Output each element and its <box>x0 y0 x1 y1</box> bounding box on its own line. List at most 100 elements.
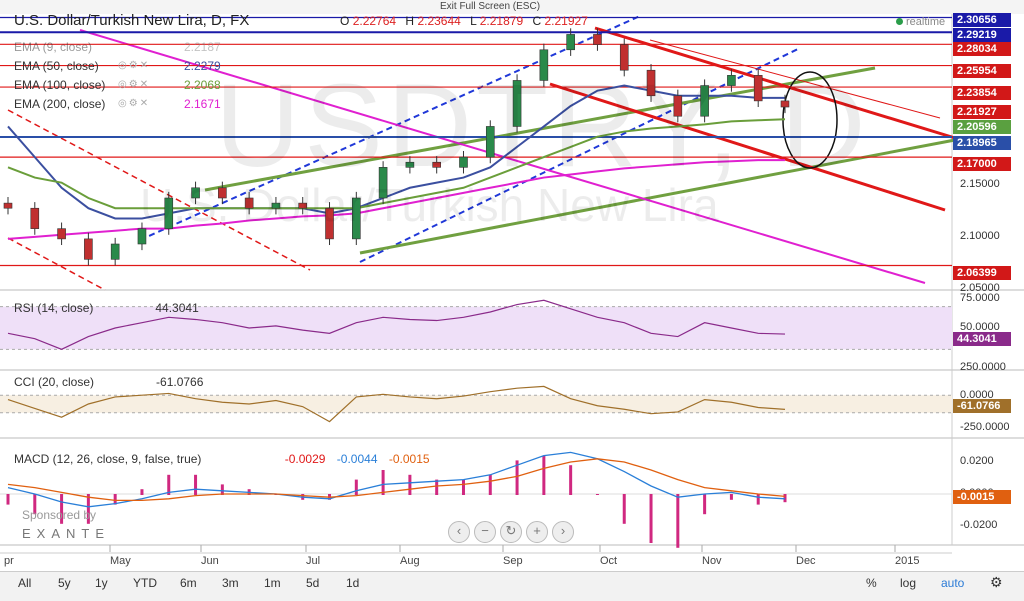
macd-histogram-bar <box>220 484 224 495</box>
x-tick: 2015 <box>895 555 920 567</box>
timeframe-all[interactable]: All <box>18 576 32 590</box>
indicator-ema9[interactable]: EMA (9, close) 2.2187 <box>14 40 221 54</box>
timeframe-1d[interactable]: 1d <box>346 576 360 590</box>
x-tick: Nov <box>702 555 722 567</box>
indicator-ema50[interactable]: EMA (50, close) ◎⚙✕ 2.2279 <box>14 59 221 73</box>
price-tag: 2.30656 <box>953 13 1011 27</box>
macd-histogram-bar <box>783 494 787 503</box>
ema-series-line <box>7 84 785 220</box>
candle <box>244 191 254 215</box>
timeframe-1y[interactable]: 1y <box>95 576 108 590</box>
macd-histogram-bar <box>676 494 680 548</box>
macd-pane <box>0 451 952 548</box>
macd-histogram-bar <box>649 494 653 543</box>
macd-histogram-bar <box>140 489 144 495</box>
candle <box>298 196 308 215</box>
timeframe-3m[interactable]: 3m <box>222 576 239 590</box>
magenta-trend-line <box>79 29 926 284</box>
chart-nav-controls: ‹ − ↻ + › <box>448 521 578 543</box>
candle <box>459 150 468 174</box>
macd-histogram-bar <box>86 494 90 524</box>
high-value: 2.23644 <box>417 14 461 28</box>
candle <box>539 43 549 87</box>
log-toggle[interactable]: log <box>900 576 917 590</box>
timeframe-5y[interactable]: 5y <box>58 576 71 590</box>
candle <box>137 222 147 251</box>
minus-icon[interactable]: − <box>474 521 496 543</box>
macd-histogram-bar <box>756 494 760 505</box>
timeframe-1m[interactable]: 1m <box>264 576 281 590</box>
macd-histogram-bar <box>569 465 573 495</box>
open-value: 2.22764 <box>352 14 397 28</box>
watermark-name: U.S. Dollar/Turkish New Lira <box>140 179 719 231</box>
candle <box>271 196 281 215</box>
candle <box>646 64 656 102</box>
bottom-toolbar <box>0 571 1024 601</box>
price-tag: 2.28034 <box>953 42 1011 56</box>
realtime-indicator: realtime <box>896 16 945 28</box>
macd-histogram-bar <box>6 494 10 505</box>
rsi-line <box>7 299 786 350</box>
candles <box>3 28 790 266</box>
cci-tick: -250.0000 <box>960 421 1010 433</box>
sponsor-logo[interactable]: EXANTE <box>22 526 111 541</box>
blue-channel-upper <box>139 15 641 241</box>
candle <box>512 74 522 133</box>
price-tag: 2.20596 <box>953 120 1011 134</box>
candle <box>753 69 763 108</box>
macd-histogram-bar <box>435 479 439 495</box>
auto-toggle[interactable]: auto <box>941 576 965 590</box>
macd-histogram-bar <box>194 474 198 495</box>
macd-histogram-bar <box>622 494 626 524</box>
price-tag: 2.21927 <box>953 105 1011 119</box>
macd-histogram-bar <box>515 460 519 495</box>
timeframe-6m[interactable]: 6m <box>180 576 197 590</box>
plus-icon[interactable]: + <box>526 521 548 543</box>
candle <box>780 94 790 114</box>
rsi-label[interactable]: RSI (14, close) 44.3041 <box>14 301 199 315</box>
candle <box>727 69 736 92</box>
macd-histogram-bar <box>381 470 385 495</box>
indicator-ema200[interactable]: EMA (200, close) ◎⚙✕ 2.1671 <box>14 97 221 111</box>
indicator-ema100[interactable]: EMA (100, close) ◎⚙✕ 2.2068 <box>14 78 221 92</box>
low-value: 2.21879 <box>479 14 524 28</box>
ema-lines <box>7 84 786 240</box>
cci-label[interactable]: CCI (20, close) -61.0766 <box>14 375 204 389</box>
macd-histogram-bar <box>703 494 707 515</box>
macd-histogram-bar <box>113 494 117 505</box>
percent-toggle[interactable]: % <box>866 576 877 590</box>
candle <box>164 191 174 235</box>
macd-line <box>7 451 786 508</box>
candle <box>191 181 200 205</box>
candle <box>218 181 227 205</box>
chevron-right-icon[interactable]: › <box>552 521 574 543</box>
candle <box>3 196 13 215</box>
candle <box>593 28 602 51</box>
rsi-pane <box>0 299 952 350</box>
red-dashed-line-2 <box>7 237 106 291</box>
x-tick: pr <box>4 555 14 567</box>
timeframe-5d[interactable]: 5d <box>306 576 320 590</box>
macd-histogram-bar <box>461 479 465 495</box>
sponsor-text: Sponsored by <box>22 508 97 522</box>
cci-tick: 0.0000 <box>960 389 994 401</box>
reset-icon[interactable]: ↻ <box>500 521 522 543</box>
exit-fullscreen-button[interactable]: Exit Full Screen (ESC) <box>440 1 541 12</box>
cci-pane <box>0 385 952 423</box>
timeframe-ytd[interactable]: YTD <box>133 576 157 590</box>
candle <box>57 222 66 246</box>
cci-tag: -61.0766 <box>953 399 1011 413</box>
price-tag: 2.17000 <box>953 157 1011 171</box>
candle <box>84 232 93 266</box>
trendlines[interactable] <box>7 15 956 291</box>
price-tick: 2.15000 <box>960 178 1000 190</box>
macd-label[interactable]: MACD (12, 26, close, 9, false, true) -0.… <box>14 452 430 466</box>
gear-icon[interactable]: ⚙ <box>990 574 1003 590</box>
chevron-left-icon[interactable]: ‹ <box>448 521 470 543</box>
macd-histogram-bar <box>595 494 599 495</box>
macd-histogram-bar <box>542 455 546 495</box>
candle <box>432 156 441 174</box>
price-tag: 2.18965 <box>953 136 1011 150</box>
live-dot-icon <box>896 18 903 25</box>
